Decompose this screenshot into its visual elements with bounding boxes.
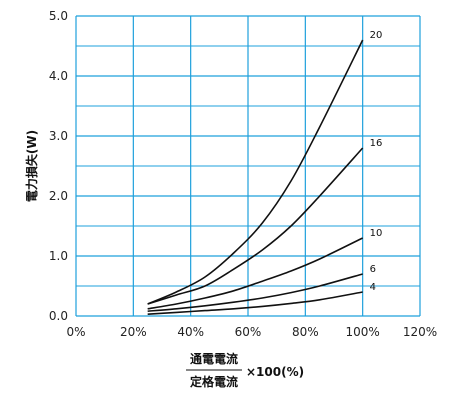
series-label-10: 10: [370, 228, 383, 239]
series-line-4: [147, 291, 363, 315]
x-tick-label: 80%: [292, 325, 319, 339]
x-tick-label: 60%: [235, 325, 262, 339]
series-label-6: 6: [370, 264, 376, 275]
y-tick-label: 3.0: [49, 129, 68, 143]
series-line-6: [147, 273, 363, 312]
series-label-16: 16: [370, 138, 383, 149]
series-line-10: [147, 237, 364, 310]
x-tick-label: 40%: [177, 325, 204, 339]
series-label-4: 4: [370, 282, 376, 293]
x-tick-label: 0%: [66, 325, 85, 339]
y-tick-label: 0.0: [49, 309, 68, 323]
x-axis-title-denominator: 定格電流: [190, 374, 238, 389]
y-tick-label: 1.0: [49, 249, 68, 263]
series-label-20: 20: [370, 30, 383, 41]
series-line-16: [147, 147, 364, 305]
series-labels: 20 16 10 6 4: [370, 30, 383, 293]
tick-labels: 0% 20% 40% 60% 80% 100% 120% 0.0 1.0 2.0 3.0 4.0 5.0: [49, 9, 437, 339]
x-tick-label: 20%: [120, 325, 147, 339]
y-tick-label: 4.0: [49, 69, 68, 83]
y-tick-label: 5.0: [49, 9, 68, 23]
y-axis-title: 電力損失(W): [24, 130, 39, 202]
x-axis-title: 通電電流 定格電流 ×100(%): [186, 351, 304, 389]
x-tick-label: 120%: [403, 325, 437, 339]
series-lines: [147, 39, 364, 315]
x-axis-title-numerator: 通電電流: [190, 351, 238, 366]
x-axis-title-suffix: ×100(%): [246, 365, 304, 379]
grid: [75, 15, 421, 317]
x-tick-label: 100%: [346, 325, 380, 339]
y-tick-label: 2.0: [49, 189, 68, 203]
series-line-20: [147, 39, 364, 305]
